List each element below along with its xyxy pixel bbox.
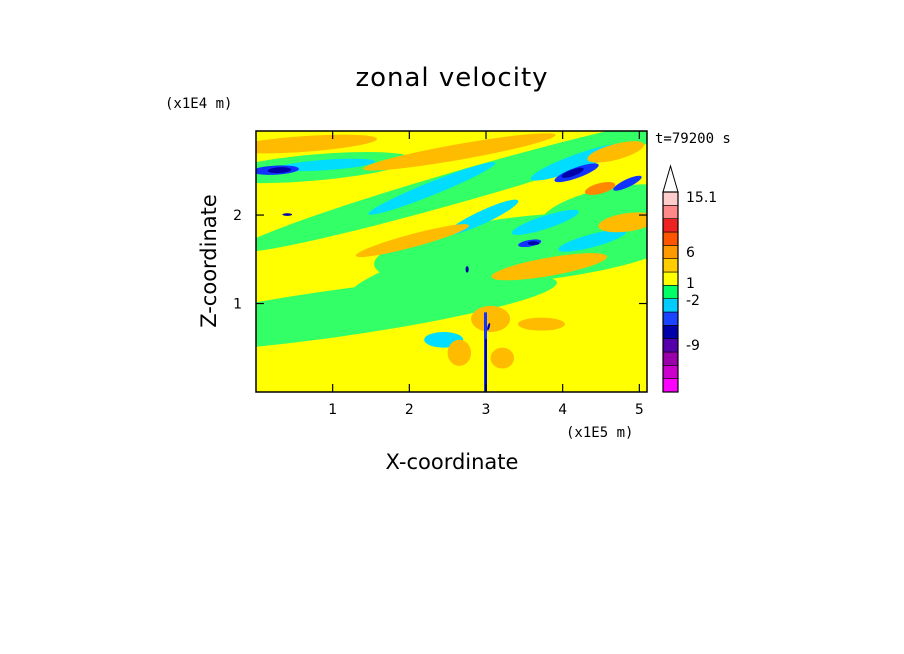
field-structure	[363, 133, 556, 171]
colorbar-swatch	[662, 311, 679, 326]
colorbar-swatch	[662, 351, 679, 366]
field-structure	[465, 266, 469, 273]
colorbar-swatch	[662, 231, 679, 246]
field-structure	[256, 274, 557, 353]
colorbar-swatch	[662, 285, 679, 299]
colorbar-swatch	[662, 271, 679, 286]
colorbar-swatch	[662, 245, 679, 259]
y-unit-label: (x1E4 m)	[165, 96, 232, 112]
colorbar-swatch	[662, 258, 679, 273]
field-structure	[584, 181, 616, 195]
field-structure	[511, 209, 579, 235]
field-structure	[485, 338, 487, 392]
y-ticks: 12	[233, 208, 647, 313]
field-structure	[598, 212, 647, 233]
colorbar-max-arrow	[662, 164, 679, 193]
colorbar-swatch	[662, 325, 679, 339]
field-structure	[277, 158, 376, 172]
field-structure	[517, 317, 565, 331]
time-label: t=79200 s	[655, 131, 731, 147]
colorbar-swatch	[662, 338, 679, 353]
x-tick-label: 2	[405, 402, 414, 418]
field-structure	[561, 167, 584, 178]
field-structure	[613, 175, 642, 191]
field-structure	[471, 305, 511, 332]
colorbar-swatch	[662, 218, 679, 233]
colorbar-label: 1	[686, 276, 695, 292]
colorbar-label: 6	[686, 245, 695, 261]
colorbar-frame	[662, 191, 679, 393]
x-axis-label: X-coordinate	[386, 450, 519, 474]
field-structure	[587, 141, 645, 163]
field-structure	[256, 131, 647, 253]
colorbar-swatch	[662, 205, 679, 219]
field-structure	[558, 229, 627, 252]
x-tick-label: 1	[328, 402, 337, 418]
x-tick-label: 4	[558, 402, 567, 418]
y-tick-label: 2	[233, 208, 242, 224]
field-structure	[447, 339, 472, 366]
colorbar-label: -9	[686, 338, 700, 354]
x-unit-label: (x1E5 m)	[566, 425, 633, 441]
x-tick-label: 5	[635, 402, 644, 418]
field-structure	[267, 167, 292, 174]
velocity-field	[256, 131, 647, 392]
field-structure	[350, 217, 553, 296]
field-structure	[487, 322, 491, 331]
colorbar-label: -2	[686, 293, 700, 309]
field-structure	[282, 213, 293, 216]
colorbar-swatch	[662, 191, 679, 206]
x-ticks: 1 2 3 4 5	[328, 131, 644, 418]
field-structure	[368, 162, 496, 215]
colorbar-swatch	[662, 365, 679, 379]
y-axis-label: Z-coordinate	[197, 194, 221, 328]
y-tick-label: 1	[233, 297, 242, 313]
field-structure	[256, 134, 378, 154]
field-structure	[355, 224, 470, 258]
field-structure	[490, 347, 515, 369]
chart-title: zonal velocity	[355, 63, 548, 93]
colorbar: 15.1 6 1-2 -9	[662, 164, 717, 393]
colorbar-swatch	[662, 298, 679, 313]
colorbar-label: 15.1	[686, 190, 717, 206]
plot-frame	[255, 130, 648, 393]
field-structure	[540, 184, 647, 235]
field-structure	[491, 253, 608, 281]
x-tick-label: 3	[482, 402, 491, 418]
field-structure	[527, 241, 540, 246]
colorbar-swatch	[662, 378, 679, 393]
